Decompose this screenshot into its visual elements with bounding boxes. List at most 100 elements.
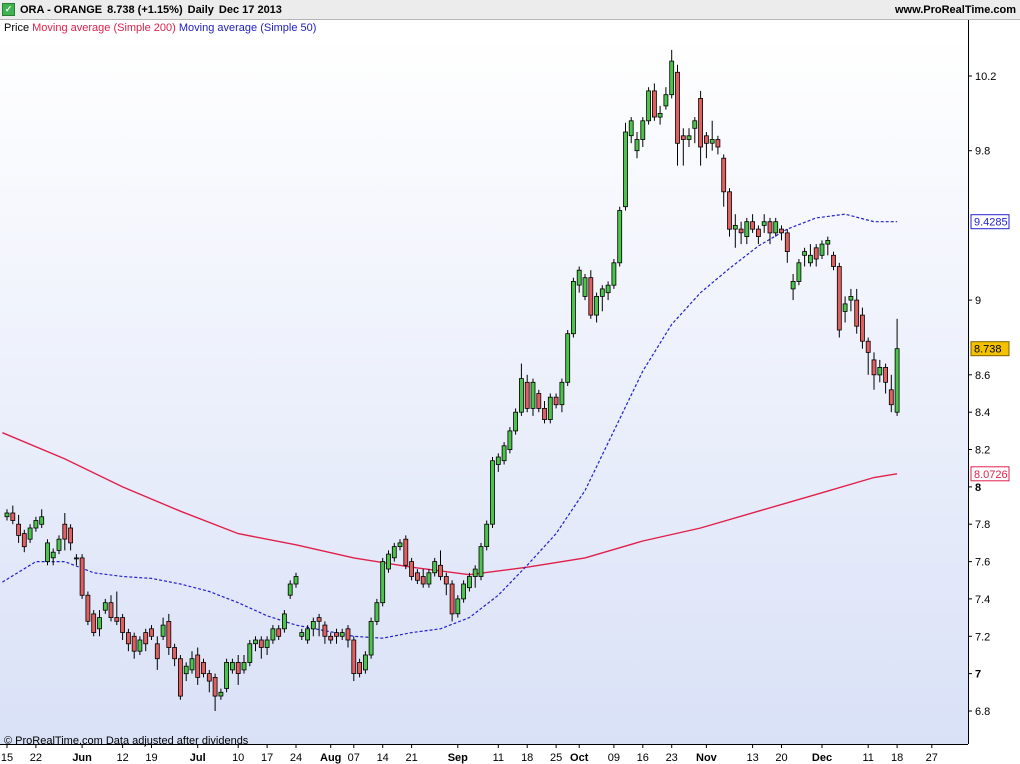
candle-body	[484, 523, 490, 548]
title-left: ✓ ORA - ORANGE 8.738 (+1.15%) Daily Dec …	[2, 3, 282, 16]
series-checkbox[interactable]: ✓	[2, 3, 15, 16]
candle-body	[443, 576, 449, 585]
candle-body	[756, 228, 761, 238]
candle-body	[253, 639, 258, 645]
candle-body	[114, 617, 120, 622]
candle	[628, 117, 634, 144]
y-axis: 6.8 7 7.2 7.4 7.6 7.8 8 8.2 8.4 8.6 9 9.8 10.2	[968, 71, 996, 718]
candle	[617, 206, 623, 267]
candle-body	[894, 348, 900, 413]
candle-body	[322, 624, 328, 637]
candle	[270, 625, 276, 644]
value-labels: 8.0726 9.4285 8.738	[970, 214, 1010, 482]
candle-body	[738, 228, 744, 234]
candle-body	[334, 632, 339, 637]
candle	[547, 393, 553, 424]
candle-body	[166, 621, 172, 648]
candle	[183, 662, 189, 682]
candle	[692, 117, 698, 144]
candle-body	[883, 366, 888, 383]
candle	[339, 628, 345, 640]
candle	[466, 572, 472, 592]
candle-body	[623, 131, 628, 208]
candle	[842, 296, 848, 323]
x-tick-label: 07	[348, 752, 360, 764]
candle-body	[490, 460, 495, 525]
candle-body	[553, 396, 559, 406]
candle	[530, 378, 536, 416]
candle	[386, 550, 391, 573]
candle-body	[854, 299, 860, 327]
candle	[310, 617, 316, 637]
candle	[860, 307, 865, 349]
candle-body	[287, 583, 293, 596]
candle-body	[16, 523, 22, 536]
candle	[680, 128, 686, 166]
candle-body	[143, 632, 149, 645]
candle	[137, 636, 143, 655]
ma50-layer	[2, 213, 898, 639]
candle-body	[715, 139, 721, 148]
candle-body	[536, 393, 542, 409]
candle-body	[634, 139, 640, 152]
x-tick-label: 10	[232, 752, 244, 764]
quote-label: 8.738 (+1.15%)	[107, 3, 183, 16]
candle	[264, 636, 270, 655]
candle-body	[611, 262, 617, 286]
candle	[224, 658, 230, 693]
candle	[565, 330, 571, 386]
x-tick-label: 12	[116, 752, 128, 764]
site-link[interactable]: www.ProRealTime.com	[894, 4, 1016, 16]
candle-body	[472, 568, 478, 577]
candle	[328, 632, 334, 644]
candle	[779, 225, 784, 241]
candle	[79, 554, 85, 599]
legend-ma200[interactable]: Moving average (Simple 200)	[32, 22, 176, 34]
candle-body	[154, 643, 160, 660]
candle	[605, 281, 611, 301]
candle	[403, 535, 409, 570]
candle	[536, 389, 542, 413]
candle	[357, 658, 363, 678]
candle	[704, 132, 709, 159]
candle	[322, 621, 328, 644]
candle-body	[888, 389, 894, 406]
x-tick-label: 27	[926, 752, 938, 764]
candle	[409, 557, 415, 581]
candle-body	[33, 520, 39, 529]
candle-body	[241, 662, 247, 671]
candle	[334, 628, 339, 644]
candle	[663, 87, 669, 110]
candle-body	[276, 628, 282, 637]
candle	[848, 288, 854, 312]
candle	[316, 613, 322, 637]
candle-body	[391, 546, 397, 559]
candle-body	[565, 333, 571, 383]
x-tick-label: Dec	[812, 752, 832, 764]
candle	[732, 214, 738, 248]
candle	[790, 274, 796, 301]
candle-body	[727, 191, 732, 230]
candle-body	[91, 613, 97, 634]
candle-body	[293, 576, 299, 585]
candle	[825, 236, 831, 256]
candle	[571, 277, 576, 338]
y-tick-label: 7.2	[975, 631, 990, 643]
candle-body	[842, 303, 848, 312]
candle	[166, 613, 172, 655]
y-tick-label: 9	[975, 295, 981, 307]
ma200-value-label-text: 8.0726	[974, 469, 1008, 481]
x-tick-label: Sep	[448, 752, 468, 764]
candle	[114, 591, 120, 626]
candle-body	[397, 542, 403, 548]
candle	[495, 453, 501, 472]
candle	[553, 393, 559, 409]
candle-body	[10, 512, 16, 521]
candle	[640, 117, 646, 147]
candle	[513, 408, 518, 435]
candle	[276, 625, 282, 640]
candle-body	[836, 266, 842, 331]
legend-ma50[interactable]: Moving average (Simple 50)	[178, 22, 317, 34]
candle	[201, 658, 206, 678]
